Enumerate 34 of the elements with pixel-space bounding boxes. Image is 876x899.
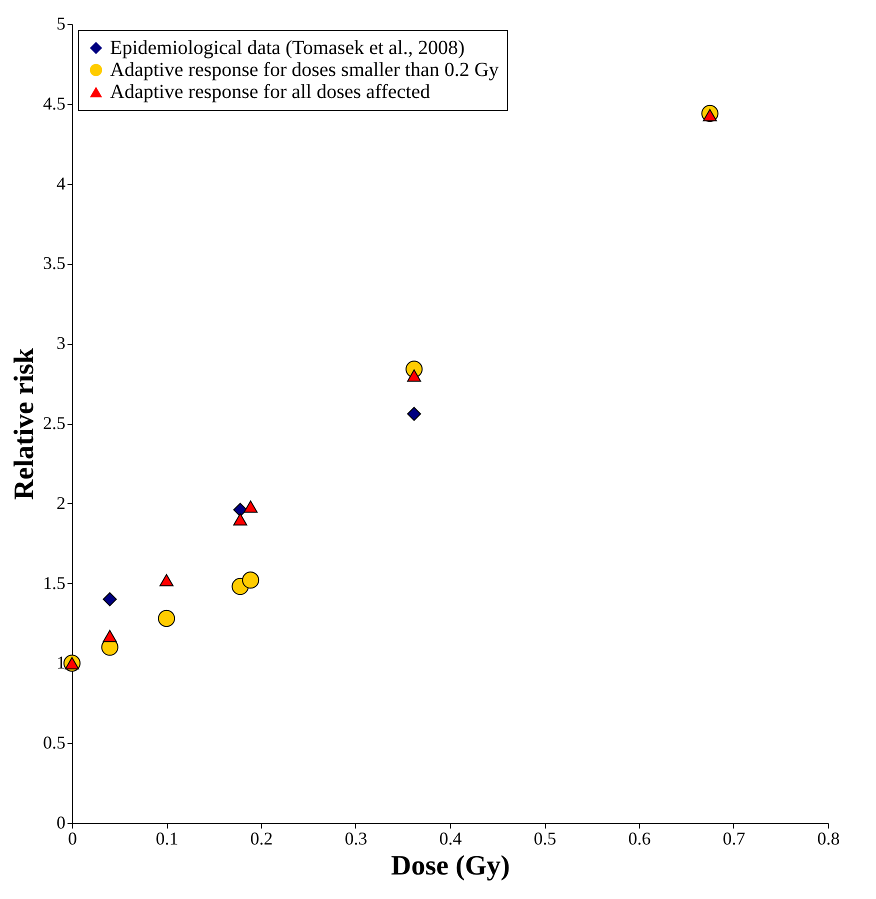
point — [244, 500, 258, 513]
y-tick-label: 3.5 — [43, 253, 66, 274]
point — [407, 406, 422, 421]
point — [102, 630, 117, 642]
x-tick-label: 0.1 — [156, 828, 178, 848]
x-tick-label: 0.6 — [628, 828, 651, 848]
y-tick-label: 1 — [56, 652, 66, 673]
point — [158, 610, 176, 627]
x-tick-label: 0.7 — [722, 828, 746, 848]
y-tick-label: 2.5 — [43, 413, 66, 433]
y-tick-label: 0 — [56, 812, 66, 832]
point — [242, 572, 260, 589]
x-tick-label: 0.5 — [534, 828, 556, 848]
y-tick-label: 0.5 — [43, 732, 66, 753]
legend-label: Adaptive response for doses smaller than 0.2 Gy — [110, 59, 499, 81]
point — [702, 108, 717, 122]
point — [102, 592, 117, 606]
y-tick-label: 3 — [56, 333, 66, 354]
x-tick-label: 0.3 — [344, 828, 368, 848]
y-tick-label: 5 — [56, 14, 66, 34]
point — [233, 513, 248, 526]
x-tick-label: 0.8 — [817, 828, 840, 848]
y-tick-label: 2 — [56, 492, 66, 513]
y-tick-label: 1.5 — [43, 572, 66, 593]
y-tick-label: 4 — [56, 173, 66, 194]
legend-label: Adaptive response for all doses affected — [110, 81, 430, 103]
point — [159, 574, 174, 586]
x-tick-label: 0.2 — [250, 828, 273, 848]
x-tick-label: 0.4 — [439, 828, 462, 848]
y-tick-label: 4.5 — [43, 93, 66, 114]
y-axis-title: Relative risk — [9, 348, 40, 500]
point — [407, 369, 422, 382]
x-axis-title: Dose (Gy) — [391, 850, 510, 882]
legend-label: Epidemiological data (Tomasek et al., 2008) — [110, 37, 465, 59]
